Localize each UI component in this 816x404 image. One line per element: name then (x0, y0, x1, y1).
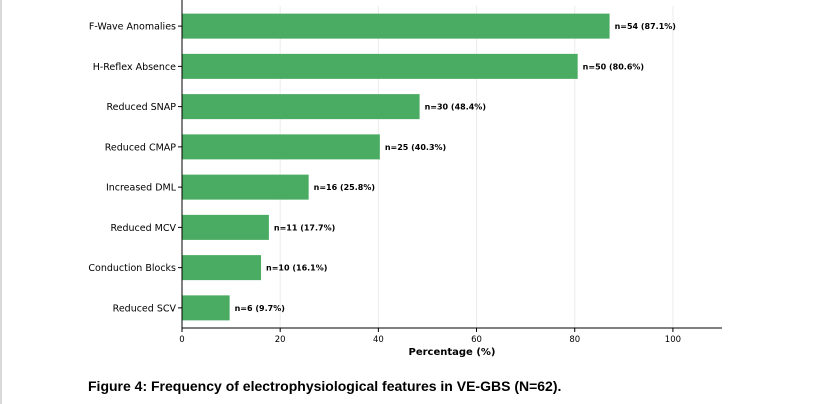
data-label-3: n=25 (40.3%) (385, 143, 446, 152)
category-label-3: Reduced CMAP (105, 142, 177, 153)
data-label-5: n=11 (17.7%) (274, 223, 335, 232)
x-tick-label-20: 20 (275, 335, 286, 345)
x-axis-title: Percentage (%) (409, 347, 496, 358)
category-label-0: F-Wave Anomalies (89, 22, 176, 33)
data-label-7: n=6 (9.7%) (235, 304, 285, 313)
bar-7 (182, 295, 230, 321)
x-tick-label-0: 0 (179, 335, 184, 345)
category-label-1: H-Reflex Absence (93, 62, 176, 73)
category-label-6: Conduction Blocks (88, 263, 176, 274)
data-label-6: n=10 (16.1%) (266, 264, 327, 273)
x-tick-label-40: 40 (373, 335, 384, 345)
x-tick-label-100: 100 (665, 335, 681, 345)
bar-0 (182, 13, 610, 39)
category-label-4: Increased DML (106, 183, 177, 194)
x-tick-label-60: 60 (471, 335, 482, 345)
bar-3 (182, 134, 380, 160)
category-label-2: Reduced SNAP (106, 102, 176, 113)
category-label-5: Reduced MCV (110, 223, 176, 234)
bar-1 (182, 53, 578, 79)
bar-4 (182, 174, 309, 200)
bar-5 (182, 214, 269, 240)
data-label-1: n=50 (80.6%) (583, 62, 644, 71)
bar-6 (182, 255, 262, 281)
data-label-0: n=54 (87.1%) (615, 22, 676, 31)
bar-2 (182, 94, 420, 120)
page-border (0, 0, 2, 404)
data-label-4: n=16 (25.8%) (314, 183, 375, 192)
data-label-2: n=30 (48.4%) (425, 103, 486, 112)
category-label-7: Reduced SCV (113, 303, 177, 314)
x-tick-label-80: 80 (569, 335, 580, 345)
figure-caption: Figure 4: Frequency of electrophysiologi… (88, 378, 562, 394)
bar-chart: F-Wave Anomalies n=54 (87.1%) H-Reflex Abs… (88, 0, 722, 358)
